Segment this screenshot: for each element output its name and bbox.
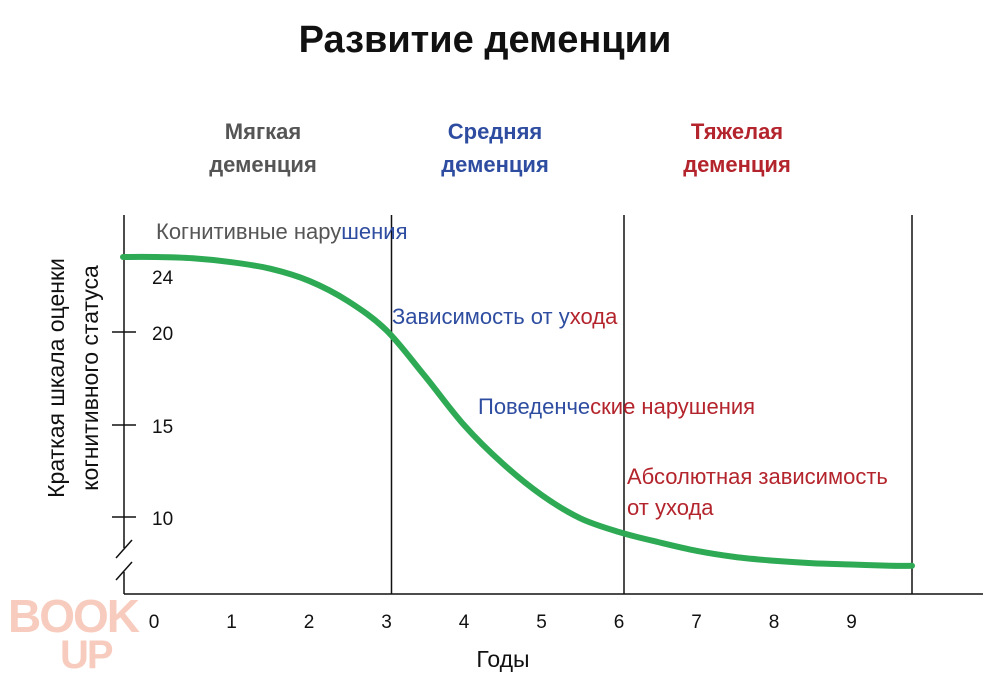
stage-label-2-line2: деменция — [683, 152, 791, 177]
x-tick-label-9: 9 — [846, 612, 857, 633]
x-ticks: 0 1 2 3 4 5 6 7 8 9 — [149, 612, 857, 633]
annotation-2: Поведенческие нарушения — [478, 394, 755, 419]
x-tick-label-4: 4 — [459, 612, 470, 633]
annotation-4-part-0: от ухода — [627, 495, 714, 520]
y-ticks: 24 20 15 10 — [112, 268, 174, 530]
x-axis-label: Годы — [476, 646, 529, 672]
annotation-0-part-0: Когнитивные нару — [156, 219, 341, 244]
series-line-cognitive-score — [120, 253, 915, 569]
x-tick-label-8: 8 — [769, 612, 780, 633]
annotation-3: Абсолютная зависимость — [627, 464, 888, 489]
y-tick-label-20: 20 — [152, 324, 173, 345]
x-tick-label-0: 0 — [149, 612, 160, 633]
x-tick-label-1: 1 — [226, 612, 237, 633]
stage-label-0-line1: Мягкая — [225, 119, 301, 144]
x-tick-label-3: 3 — [381, 612, 392, 633]
x-tick-label-6: 6 — [614, 612, 625, 633]
x-tick-label-5: 5 — [536, 612, 547, 633]
annotation-0-part-1: шения — [341, 219, 407, 244]
x-tick-label-2: 2 — [304, 612, 315, 633]
annotation-1: Зависимость от ухода — [392, 304, 618, 329]
annotations: Когнитивные нарушения Зависимость от уход… — [156, 219, 888, 520]
watermark-line1: BOOK — [8, 590, 140, 642]
annotation-2-part-0: Поведенче — [478, 394, 590, 419]
watermark-logo: BOOK UP — [8, 590, 142, 677]
stage-label-1-line1: Средняя — [448, 119, 543, 144]
annotation-0: Когнитивные нарушения — [156, 219, 408, 244]
axes — [115, 215, 983, 595]
axis-break-mark-2 — [115, 561, 133, 581]
annotation-4: от ухода — [627, 495, 714, 520]
annotation-1-part-1: хода — [570, 304, 618, 329]
axis-break-mark-1 — [115, 539, 133, 559]
y-tick-label-10: 10 — [152, 509, 173, 530]
annotation-2-part-1: ские нарушения — [590, 394, 755, 419]
stage-label-1-line2: деменция — [441, 152, 549, 177]
y-tick-label-15: 15 — [152, 417, 173, 438]
x-tick-label-7: 7 — [691, 612, 702, 633]
annotation-1-part-0: Зависимость от у — [392, 304, 570, 329]
stage-labels: Мягкая деменция Средняя деменция Тяжелая деме… — [209, 119, 791, 177]
y-axis-label-line2: когнитивного статуса — [77, 265, 103, 491]
watermark-line2: UP — [60, 633, 113, 677]
chart-title: Развитие деменции — [299, 19, 672, 61]
stage-label-2-line1: Тяжелая — [691, 119, 783, 144]
annotation-3-part-0: Абсолютная зависимость — [627, 464, 888, 489]
y-tick-label-24: 24 — [152, 268, 174, 289]
y-axis-label-line1: Краткая шкала оценки — [43, 258, 69, 498]
stage-label-0-line2: деменция — [209, 152, 317, 177]
